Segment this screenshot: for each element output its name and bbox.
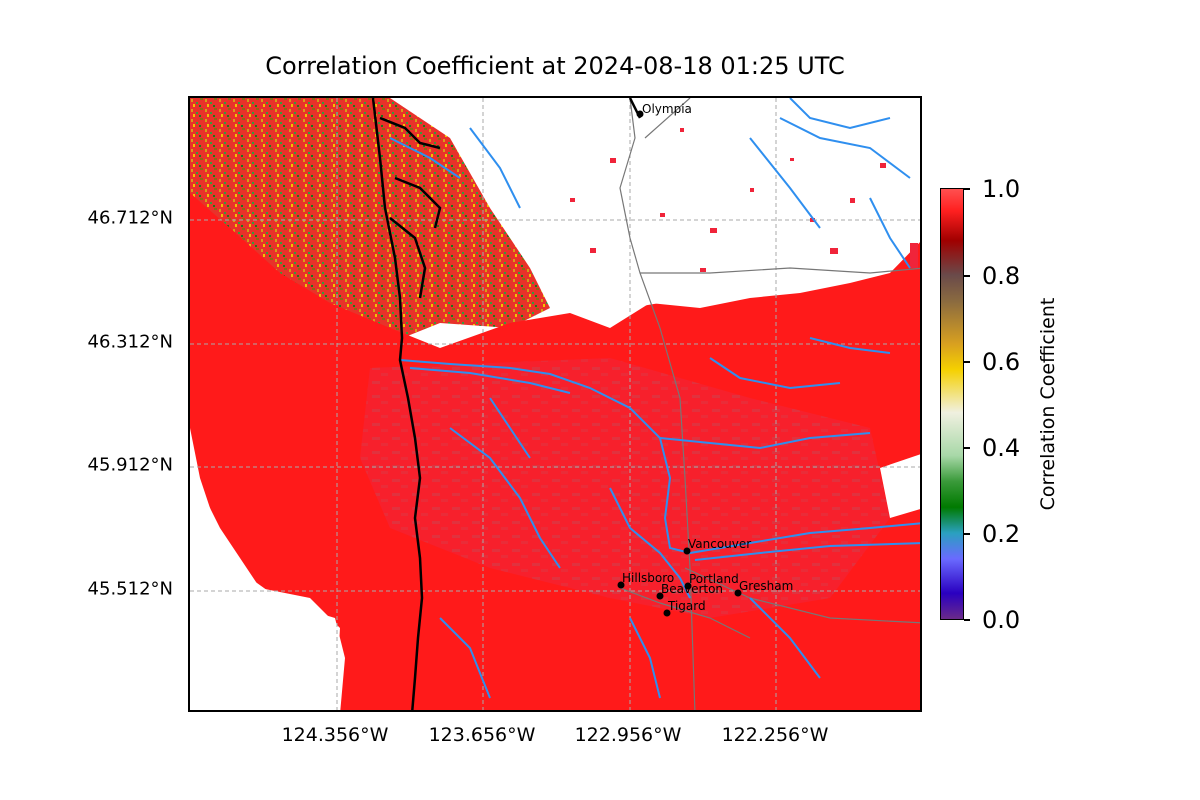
colorbar-tick-label: 0.0 bbox=[982, 606, 1021, 634]
clear-area-east bbox=[880, 454, 920, 518]
coastline bbox=[371, 98, 642, 710]
rivers bbox=[389, 98, 920, 699]
city-marker-tigard bbox=[663, 609, 671, 617]
graticule bbox=[190, 98, 920, 710]
colorbar-tick bbox=[964, 533, 970, 535]
lat-tick-label: 46.712°N bbox=[87, 207, 173, 229]
lat-tick-label: 45.512°N bbox=[87, 578, 173, 600]
colorbar-tick-label: 0.2 bbox=[982, 520, 1021, 548]
lon-tick-label: 123.656°W bbox=[428, 724, 536, 746]
colorbar-tick-label: 0.8 bbox=[982, 262, 1021, 290]
colorbar-tick bbox=[964, 361, 970, 363]
city-marker-beaverton bbox=[656, 592, 664, 600]
colorbar-tick bbox=[964, 447, 970, 449]
map-canvas bbox=[190, 98, 920, 710]
colorbar-tick bbox=[964, 275, 970, 277]
city-marker-gresham bbox=[734, 589, 742, 597]
city-marker-vancouver bbox=[683, 547, 691, 555]
scattered-echo-specks bbox=[570, 128, 918, 272]
city-label-beaverton: Beaverton bbox=[661, 582, 724, 596]
city-marker-portland bbox=[684, 582, 692, 590]
city-marker-olympia bbox=[636, 110, 644, 118]
colorbar-tick-label: 1.0 bbox=[982, 175, 1021, 203]
city-label-vancouver: Vancouver bbox=[688, 537, 752, 551]
city-label-olympia: Olympia bbox=[642, 102, 692, 116]
city-label-gresham: Gresham bbox=[739, 579, 794, 593]
lon-tick-label: 122.956°W bbox=[574, 724, 682, 746]
city-marker-hillsboro bbox=[617, 581, 625, 589]
colorbar-tick-label: 0.4 bbox=[982, 434, 1021, 462]
clear-area-north bbox=[570, 98, 920, 308]
colorbar-tick-label: 0.6 bbox=[982, 348, 1021, 376]
colorbar-tick bbox=[964, 619, 970, 621]
lon-tick-label: 124.356°W bbox=[281, 724, 389, 746]
city-label-hillsboro: Hillsboro bbox=[622, 571, 675, 585]
colorbar-label: Correlation Coefficient bbox=[1037, 297, 1059, 511]
lon-tick-label: 122.256°W bbox=[721, 724, 829, 746]
lat-tick-label: 46.312°N bbox=[87, 331, 173, 353]
colorbar bbox=[940, 188, 964, 620]
colorbar-tick bbox=[964, 188, 970, 190]
city-label-tigard: Tigard bbox=[668, 599, 706, 613]
radar-map bbox=[188, 96, 922, 712]
clear-area-west bbox=[190, 468, 340, 710]
roads bbox=[619, 98, 920, 710]
plot-title: Correlation Coefficient at 2024-08-18 01… bbox=[265, 52, 845, 80]
lat-tick-label: 45.912°N bbox=[87, 454, 173, 476]
city-label-portland: Portland bbox=[689, 572, 739, 586]
